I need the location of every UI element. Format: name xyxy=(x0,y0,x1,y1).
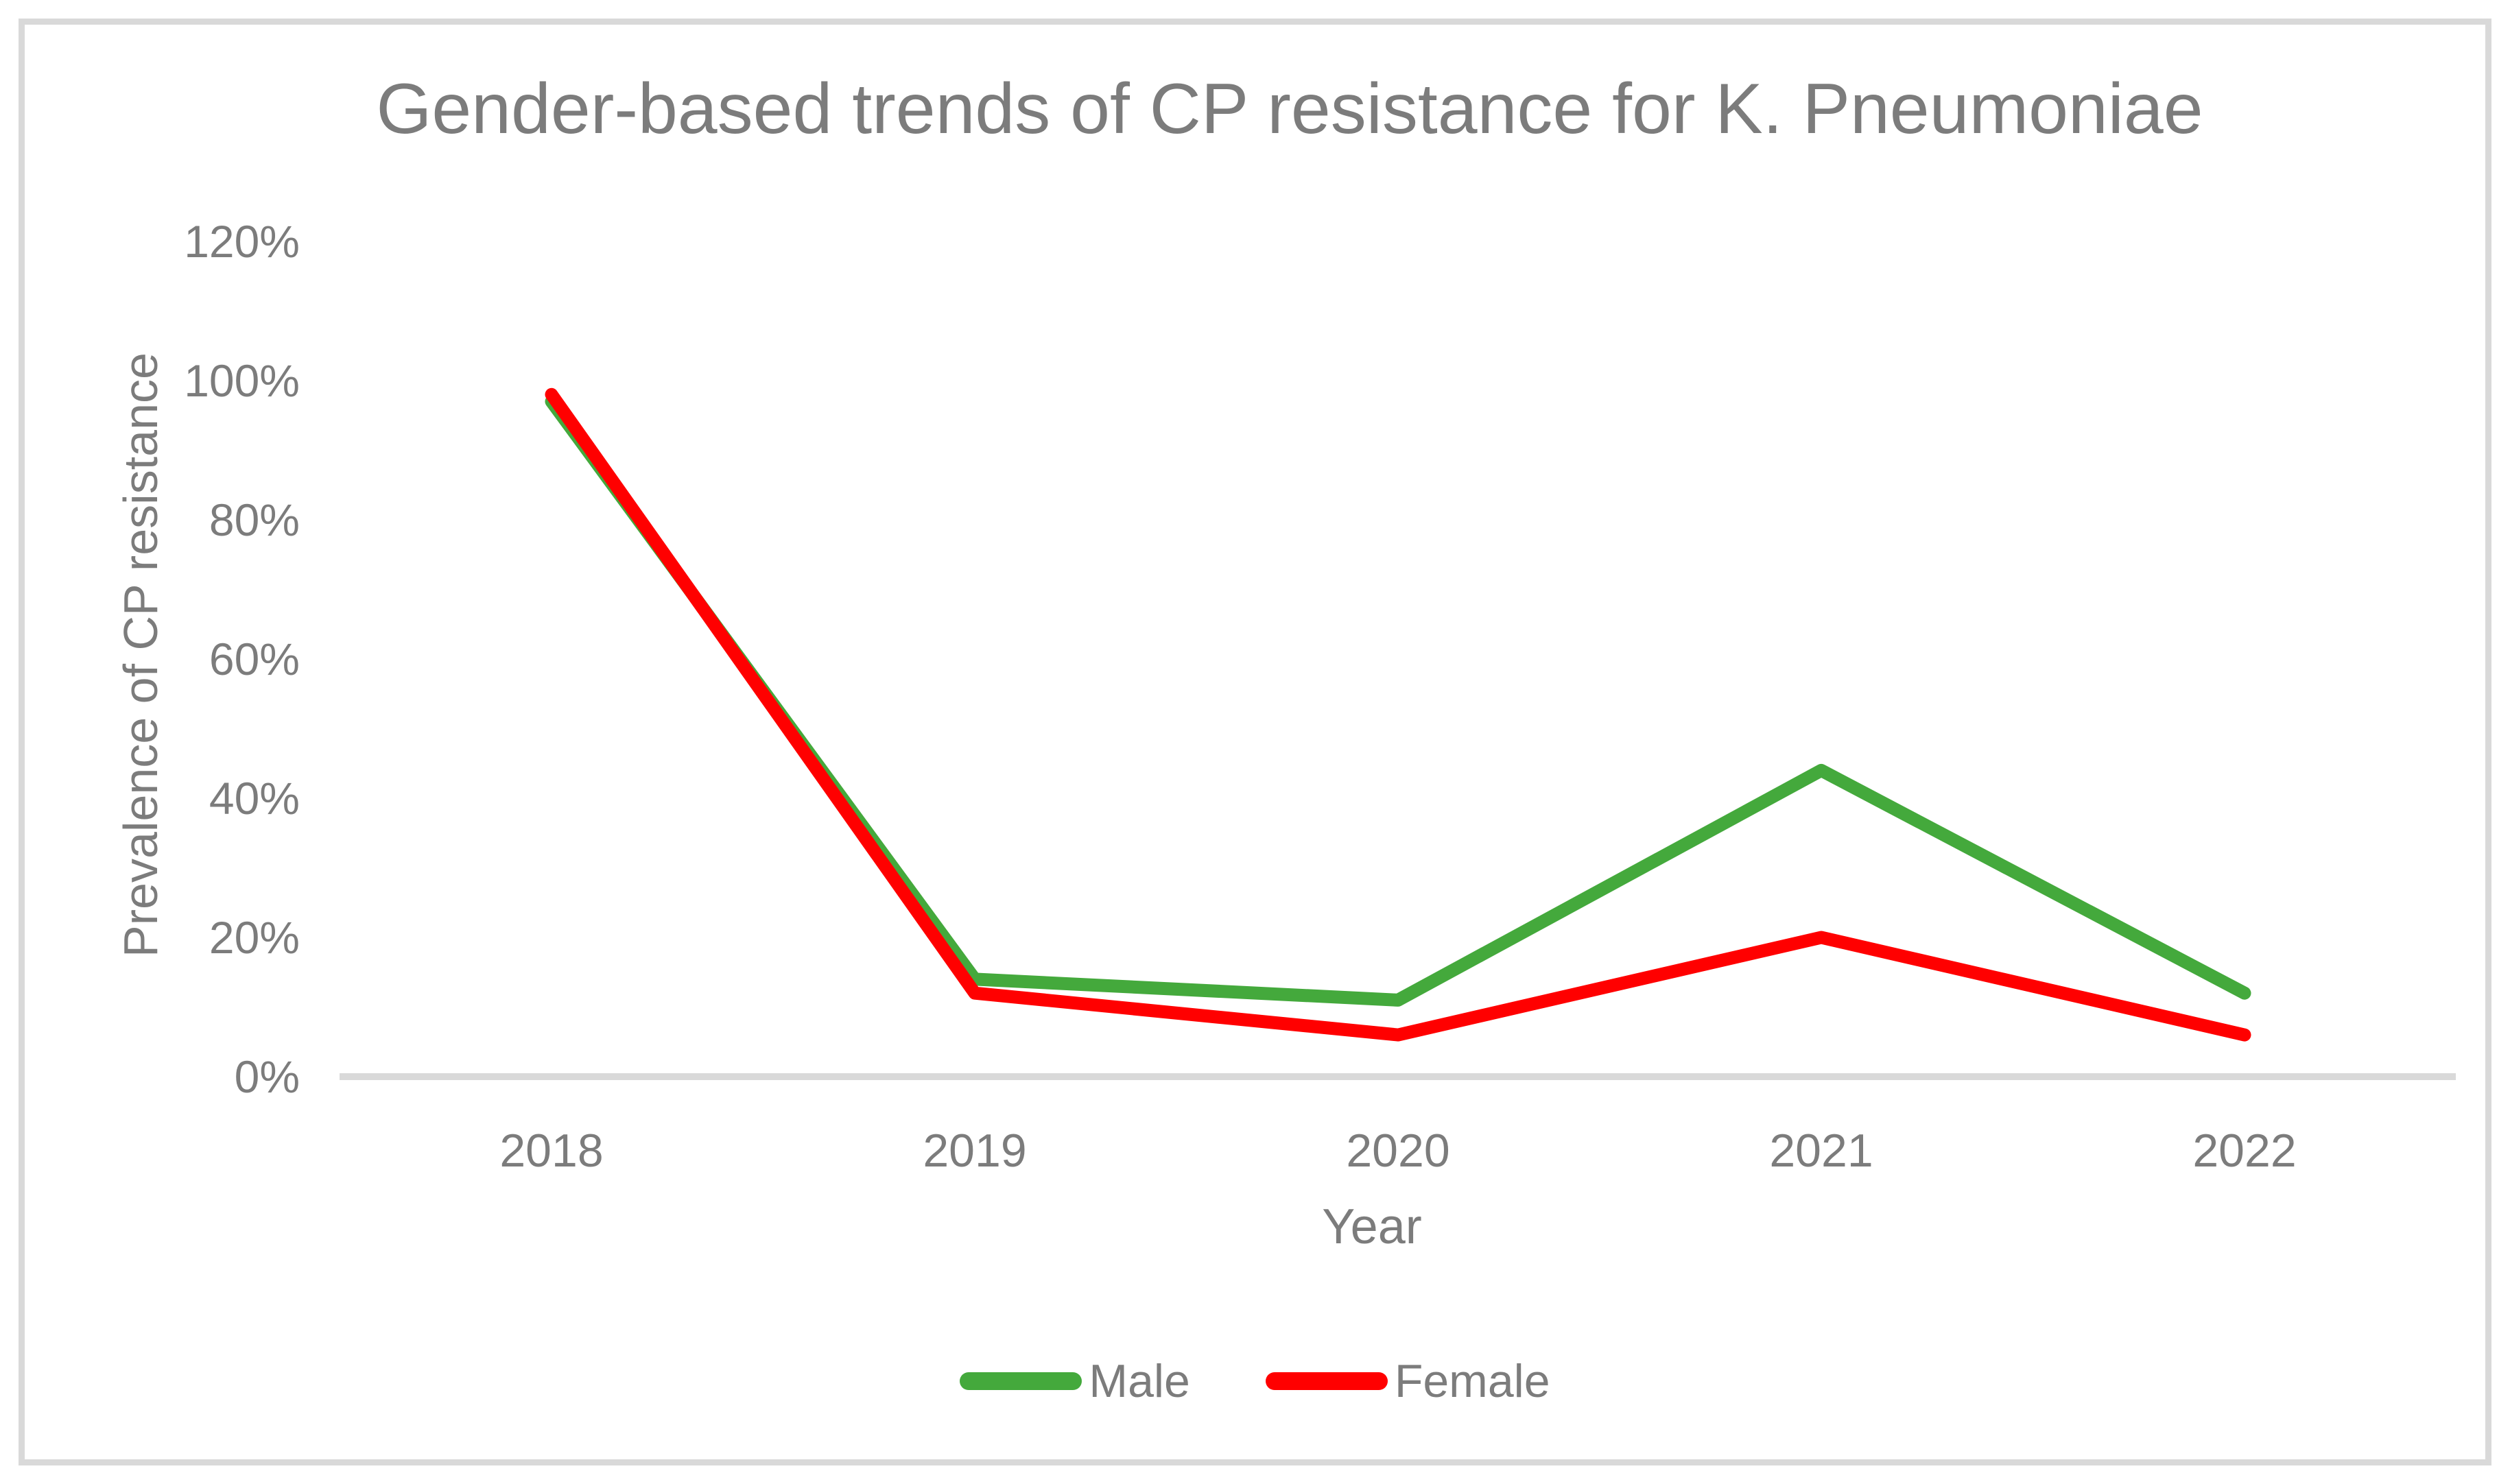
legend-item-male: Male xyxy=(960,1354,1190,1408)
x-axis-line xyxy=(340,1073,2456,1080)
y-tick-label-20: 20% xyxy=(209,912,300,963)
female-legend-swatch-icon xyxy=(1265,1372,1388,1390)
y-tick-label-100: 100% xyxy=(184,355,300,406)
x-tick-label-2022: 2022 xyxy=(2192,1125,2297,1177)
chart-legend: Male Female xyxy=(0,1354,2510,1408)
x-axis-title: Year xyxy=(1322,1199,1422,1254)
chart-frame-border xyxy=(19,19,2491,1465)
x-tick-label-2018: 2018 xyxy=(499,1125,604,1177)
chart-title: Gender-based trends of CP resistance for… xyxy=(376,69,2203,149)
female-series-line xyxy=(545,387,2251,1042)
male-series-line xyxy=(545,394,2251,1007)
x-tick-label-2020: 2020 xyxy=(1346,1125,1450,1177)
x-tick-label-2019: 2019 xyxy=(923,1125,1027,1177)
y-tick-label-40: 40% xyxy=(209,773,300,824)
male-legend-swatch-icon xyxy=(960,1372,1082,1390)
legend-item-female: Female xyxy=(1265,1354,1550,1408)
x-tick-label-2021: 2021 xyxy=(1769,1125,1873,1177)
y-tick-label-120: 120% xyxy=(184,216,300,267)
legend-label-male: Male xyxy=(1089,1355,1190,1407)
legend-label-female: Female xyxy=(1394,1355,1550,1407)
y-tick-label-0: 0% xyxy=(234,1051,300,1102)
y-tick-label-60: 60% xyxy=(209,634,300,684)
y-tick-label-80: 80% xyxy=(209,494,300,545)
